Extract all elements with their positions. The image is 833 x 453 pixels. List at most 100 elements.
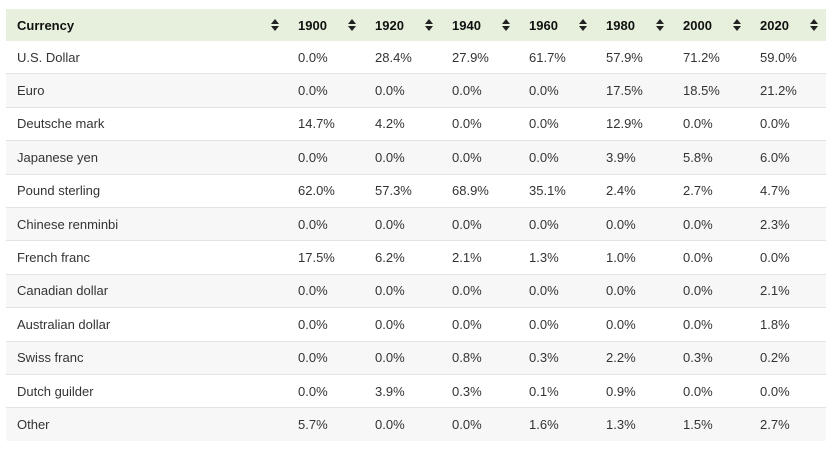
share-value-cell: 0.0%	[672, 240, 749, 275]
share-value-cell: 2.2%	[595, 340, 672, 375]
sort-updown-icon[interactable]	[502, 19, 510, 31]
sort-updown-icon[interactable]	[579, 19, 587, 31]
share-value-cell: 0.0%	[287, 373, 364, 408]
share-value-cell: 0.0%	[364, 407, 441, 441]
table-row: Swiss franc 0.0% 0.0% 0.8% 0.3% 2.2% 0.3% 0.2%	[6, 340, 826, 375]
column-header-label: 2000	[683, 17, 712, 33]
table-row: Other 5.7% 0.0% 0.0% 1.6% 1.3% 1.5% 2.7%	[6, 407, 826, 441]
share-value-cell: 0.0%	[518, 273, 595, 308]
table-row: Australian dollar 0.0% 0.0% 0.0% 0.0% 0.0% 0.0…	[6, 307, 826, 342]
column-header-label: Currency	[17, 17, 75, 33]
share-value-cell: 0.0%	[518, 106, 595, 141]
column-header-2000[interactable]: 2000	[672, 9, 749, 41]
column-header-currency[interactable]: Currency	[6, 9, 287, 41]
share-value-cell: 0.0%	[287, 273, 364, 308]
share-value-cell: 18.5%	[672, 73, 749, 108]
share-value-cell: 0.0%	[672, 373, 749, 408]
share-value-cell: 17.5%	[595, 73, 672, 108]
share-value-cell: 2.7%	[749, 407, 826, 441]
column-header-1920[interactable]: 1920	[364, 9, 441, 41]
table-row: Dutch guilder 0.0% 3.9% 0.3% 0.1% 0.9% 0.0% 0.0…	[6, 373, 826, 408]
share-value-cell: 17.5%	[287, 240, 364, 275]
table-row: U.S. Dollar 0.0% 28.4% 27.9% 61.7% 57.9% 71.2%…	[6, 41, 826, 74]
share-value-cell: 5.7%	[287, 407, 364, 441]
sort-updown-icon[interactable]	[271, 19, 279, 31]
share-value-cell: 21.2%	[749, 73, 826, 108]
column-header-label: 1940	[452, 17, 481, 33]
share-value-cell: 1.6%	[518, 407, 595, 441]
data-table-container: Currency 1900 1920 1940 1960 1980 2000 2020 U.S…	[6, 9, 826, 441]
column-header-1940[interactable]: 1940	[441, 9, 518, 41]
share-value-cell: 0.0%	[518, 307, 595, 342]
share-value-cell: 0.0%	[518, 206, 595, 241]
sort-updown-icon[interactable]	[810, 19, 818, 31]
table-header-row: Currency 1900 1920 1940 1960 1980 2000 2020	[6, 9, 826, 41]
share-value-cell: 0.0%	[287, 140, 364, 175]
share-value-cell: 1.0%	[595, 240, 672, 275]
share-value-cell: 0.0%	[441, 73, 518, 108]
column-header-label: 2020	[760, 17, 789, 33]
share-value-cell: 12.9%	[595, 106, 672, 141]
share-value-cell: 1.8%	[749, 307, 826, 342]
share-value-cell: 0.0%	[441, 407, 518, 441]
sort-updown-icon[interactable]	[733, 19, 741, 31]
sort-updown-icon[interactable]	[656, 19, 664, 31]
table-row: Chinese renminbi 0.0% 0.0% 0.0% 0.0% 0.0% 0.0%…	[6, 206, 826, 241]
share-value-cell: 28.4%	[364, 41, 441, 74]
share-value-cell: 0.0%	[749, 240, 826, 275]
currency-share-table: Currency 1900 1920 1940 1960 1980 2000 2020 U.S…	[6, 9, 826, 441]
share-value-cell: 1.3%	[595, 407, 672, 441]
column-header-2020[interactable]: 2020	[749, 9, 826, 41]
share-value-cell: 1.5%	[672, 407, 749, 441]
currency-name-cell: Pound sterling	[6, 173, 287, 208]
share-value-cell: 0.0%	[364, 273, 441, 308]
share-value-cell: 35.1%	[518, 173, 595, 208]
column-header-1980[interactable]: 1980	[595, 9, 672, 41]
share-value-cell: 2.4%	[595, 173, 672, 208]
share-value-cell: 0.0%	[441, 273, 518, 308]
currency-name-cell: Australian dollar	[6, 307, 287, 342]
share-value-cell: 0.0%	[287, 41, 364, 74]
share-value-cell: 0.0%	[287, 307, 364, 342]
share-value-cell: 0.9%	[595, 373, 672, 408]
share-value-cell: 62.0%	[287, 173, 364, 208]
share-value-cell: 0.0%	[287, 206, 364, 241]
share-value-cell: 6.0%	[749, 140, 826, 175]
sort-updown-icon[interactable]	[425, 19, 433, 31]
share-value-cell: 0.0%	[441, 307, 518, 342]
sort-updown-icon[interactable]	[348, 19, 356, 31]
column-header-label: 1920	[375, 17, 404, 33]
table-body: U.S. Dollar 0.0% 28.4% 27.9% 61.7% 57.9% 71.2%…	[6, 41, 826, 441]
share-value-cell: 57.9%	[595, 41, 672, 74]
currency-name-cell: Chinese renminbi	[6, 206, 287, 241]
currency-name-cell: French franc	[6, 240, 287, 275]
share-value-cell: 2.1%	[441, 240, 518, 275]
share-value-cell: 0.0%	[749, 373, 826, 408]
table-row: Euro 0.0% 0.0% 0.0% 0.0% 17.5% 18.5% 21.2%	[6, 73, 826, 108]
table-row: Japanese yen 0.0% 0.0% 0.0% 0.0% 3.9% 5.8% 6.0%	[6, 140, 826, 175]
share-value-cell: 0.0%	[749, 106, 826, 141]
table-row: Pound sterling 62.0% 57.3% 68.9% 35.1% 2.4% 2.…	[6, 173, 826, 208]
share-value-cell: 6.2%	[364, 240, 441, 275]
share-value-cell: 14.7%	[287, 106, 364, 141]
column-header-label: 1980	[606, 17, 635, 33]
share-value-cell: 0.0%	[364, 73, 441, 108]
column-header-1960[interactable]: 1960	[518, 9, 595, 41]
share-value-cell: 68.9%	[441, 173, 518, 208]
share-value-cell: 0.0%	[441, 206, 518, 241]
share-value-cell: 2.3%	[749, 206, 826, 241]
share-value-cell: 0.0%	[364, 307, 441, 342]
currency-name-cell: Euro	[6, 73, 287, 108]
column-header-label: 1960	[529, 17, 558, 33]
share-value-cell: 0.0%	[672, 106, 749, 141]
share-value-cell: 0.0%	[518, 73, 595, 108]
share-value-cell: 0.3%	[672, 340, 749, 375]
share-value-cell: 27.9%	[441, 41, 518, 74]
share-value-cell: 0.0%	[518, 140, 595, 175]
currency-name-cell: Other	[6, 407, 287, 441]
share-value-cell: 0.0%	[595, 307, 672, 342]
column-header-1900[interactable]: 1900	[287, 9, 364, 41]
currency-name-cell: U.S. Dollar	[6, 41, 287, 74]
share-value-cell: 0.2%	[749, 340, 826, 375]
share-value-cell: 59.0%	[749, 41, 826, 74]
